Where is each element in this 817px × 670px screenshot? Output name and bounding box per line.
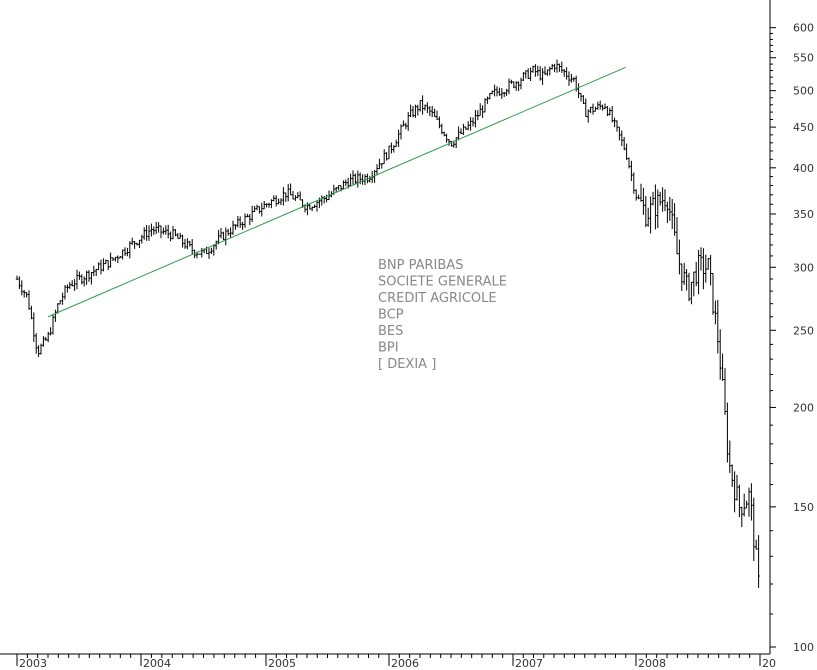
legend-entry: BES	[378, 324, 403, 339]
y-tick-label: 100	[793, 641, 814, 654]
legend-entry: [ DEXIA ]	[378, 357, 436, 372]
x-tick-label: 2008	[638, 657, 666, 670]
y-tick-label: 250	[793, 324, 814, 337]
x-axis-ticks: 2003 2004 2005 2006 2007 2008 20	[16, 654, 776, 670]
y-tick-label: 500	[793, 85, 814, 98]
trendline	[47, 66, 626, 318]
y-tick-label: 150	[793, 501, 814, 514]
y-tick-label: 200	[793, 401, 814, 414]
legend-entry: BNP PARIBAS	[378, 258, 463, 273]
x-tick-label: 20	[762, 657, 776, 670]
x-tick-label: 2003	[19, 657, 47, 670]
y-tick-label: 350	[793, 208, 814, 221]
y-tick-label: 550	[793, 52, 814, 65]
y-axis-ticks: 100 150 200 250 300 350 400 450 500 550 600	[770, 22, 814, 654]
legend-entry: BPI	[378, 341, 399, 356]
x-tick-label: 2007	[515, 657, 543, 670]
y-tick-label: 400	[793, 162, 814, 175]
legend-entry: CREDIT AGRICOLE	[378, 291, 497, 306]
y-tick-label: 300	[793, 261, 814, 274]
y-tick-label: 600	[793, 22, 814, 35]
x-tick-label: 2005	[268, 657, 296, 670]
x-tick-label: 2004	[143, 657, 171, 670]
x-tick-label: 2006	[391, 657, 419, 670]
y-tick-label: 450	[793, 121, 814, 134]
legend-entry: BCP	[378, 308, 404, 323]
legend-entry: SOCIETE GENERALE	[378, 275, 507, 290]
